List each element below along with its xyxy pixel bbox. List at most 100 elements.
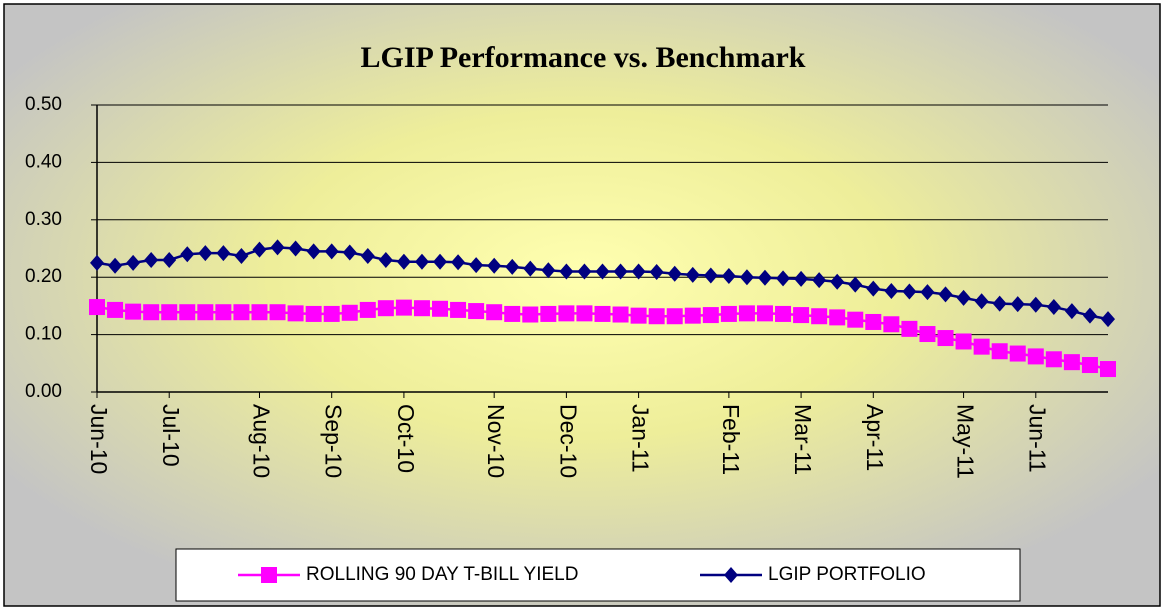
data-point <box>215 304 232 321</box>
data-point <box>703 267 718 284</box>
data-point <box>541 262 556 279</box>
data-point <box>648 308 665 325</box>
data-point <box>108 257 123 274</box>
data-point <box>126 254 141 271</box>
data-point <box>1063 354 1080 371</box>
data-point <box>180 246 195 263</box>
data-point <box>775 305 792 322</box>
x-tick-label: Jun-10 <box>86 404 112 474</box>
data-point <box>847 311 864 328</box>
data-point <box>269 304 286 321</box>
data-point <box>666 308 683 325</box>
data-point <box>1010 296 1025 313</box>
data-point <box>974 293 989 310</box>
data-point <box>1028 296 1043 313</box>
y-tick-label: 0.20 <box>25 266 62 287</box>
data-point <box>469 257 484 274</box>
x-tick-label: May-11 <box>952 404 978 479</box>
x-tick-label: Jan-11 <box>628 404 654 473</box>
data-point <box>359 301 376 318</box>
y-tick-label: 0.40 <box>25 151 62 172</box>
data-point <box>90 254 104 271</box>
data-point <box>414 253 429 270</box>
data-point <box>756 305 773 322</box>
data-point <box>938 286 953 303</box>
data-point <box>288 240 303 257</box>
data-point <box>793 307 810 324</box>
data-point <box>973 338 990 355</box>
data-point <box>902 283 917 300</box>
data-point <box>1045 351 1062 368</box>
data-point <box>234 247 249 264</box>
data-point <box>884 282 899 299</box>
data-point <box>685 266 700 283</box>
data-point <box>955 333 972 350</box>
data-point <box>811 308 828 325</box>
chart-frame <box>3 3 1161 607</box>
data-point <box>162 251 177 268</box>
data-point <box>738 305 755 322</box>
data-point <box>757 269 772 286</box>
data-point <box>270 239 285 256</box>
data-point <box>721 268 736 285</box>
data-point <box>992 295 1007 312</box>
data-point <box>125 303 142 320</box>
x-tick-label: Oct-10 <box>393 404 419 473</box>
data-point <box>684 307 701 324</box>
data-point <box>360 247 375 264</box>
data-point <box>630 307 647 324</box>
data-point <box>450 301 467 318</box>
x-tick-label: Mar-11 <box>790 404 816 475</box>
data-point <box>559 263 574 280</box>
data-point <box>413 300 430 317</box>
x-tick-label: Jul-10 <box>158 404 184 467</box>
data-point <box>649 264 664 281</box>
x-tick-label: Feb-11 <box>718 404 744 475</box>
data-point <box>1081 357 1098 374</box>
data-point <box>179 304 196 321</box>
legend-marker <box>724 567 738 583</box>
y-tick-label: 0.10 <box>25 324 62 345</box>
data-point <box>866 280 881 297</box>
data-point <box>829 309 846 326</box>
data-point <box>377 300 394 317</box>
data-point <box>486 304 503 321</box>
data-point <box>720 305 737 322</box>
data-point <box>324 243 339 260</box>
data-point <box>920 284 935 301</box>
y-tick-label: 0.30 <box>25 209 62 230</box>
data-point <box>198 245 213 262</box>
data-point <box>505 258 520 275</box>
data-point <box>396 253 411 270</box>
data-point <box>341 304 358 321</box>
x-tick-label: Aug-10 <box>248 404 274 478</box>
data-point <box>919 326 936 343</box>
data-point <box>1082 307 1097 324</box>
data-point <box>991 343 1008 360</box>
data-point <box>252 241 267 258</box>
data-point <box>107 301 124 318</box>
data-point <box>395 299 412 316</box>
legend-box <box>175 548 1021 602</box>
data-point <box>667 265 682 282</box>
legend-label: LGIP PORTFOLIO <box>768 564 926 585</box>
data-point <box>342 244 357 261</box>
data-point <box>144 251 159 268</box>
data-point <box>1027 348 1044 365</box>
data-point <box>1046 299 1061 316</box>
data-point <box>1009 345 1026 362</box>
data-point <box>251 304 268 321</box>
x-tick-label: Apr-11 <box>862 404 888 471</box>
x-tick-label: Dec-10 <box>555 404 581 478</box>
data-point <box>233 304 250 321</box>
data-point <box>323 305 340 322</box>
data-point <box>883 316 900 333</box>
data-point <box>468 303 485 320</box>
data-point <box>937 330 954 347</box>
data-point <box>523 260 538 277</box>
data-point <box>956 289 971 306</box>
data-point <box>89 299 105 316</box>
data-point <box>161 304 178 321</box>
data-point <box>901 320 918 337</box>
data-point <box>794 270 809 287</box>
